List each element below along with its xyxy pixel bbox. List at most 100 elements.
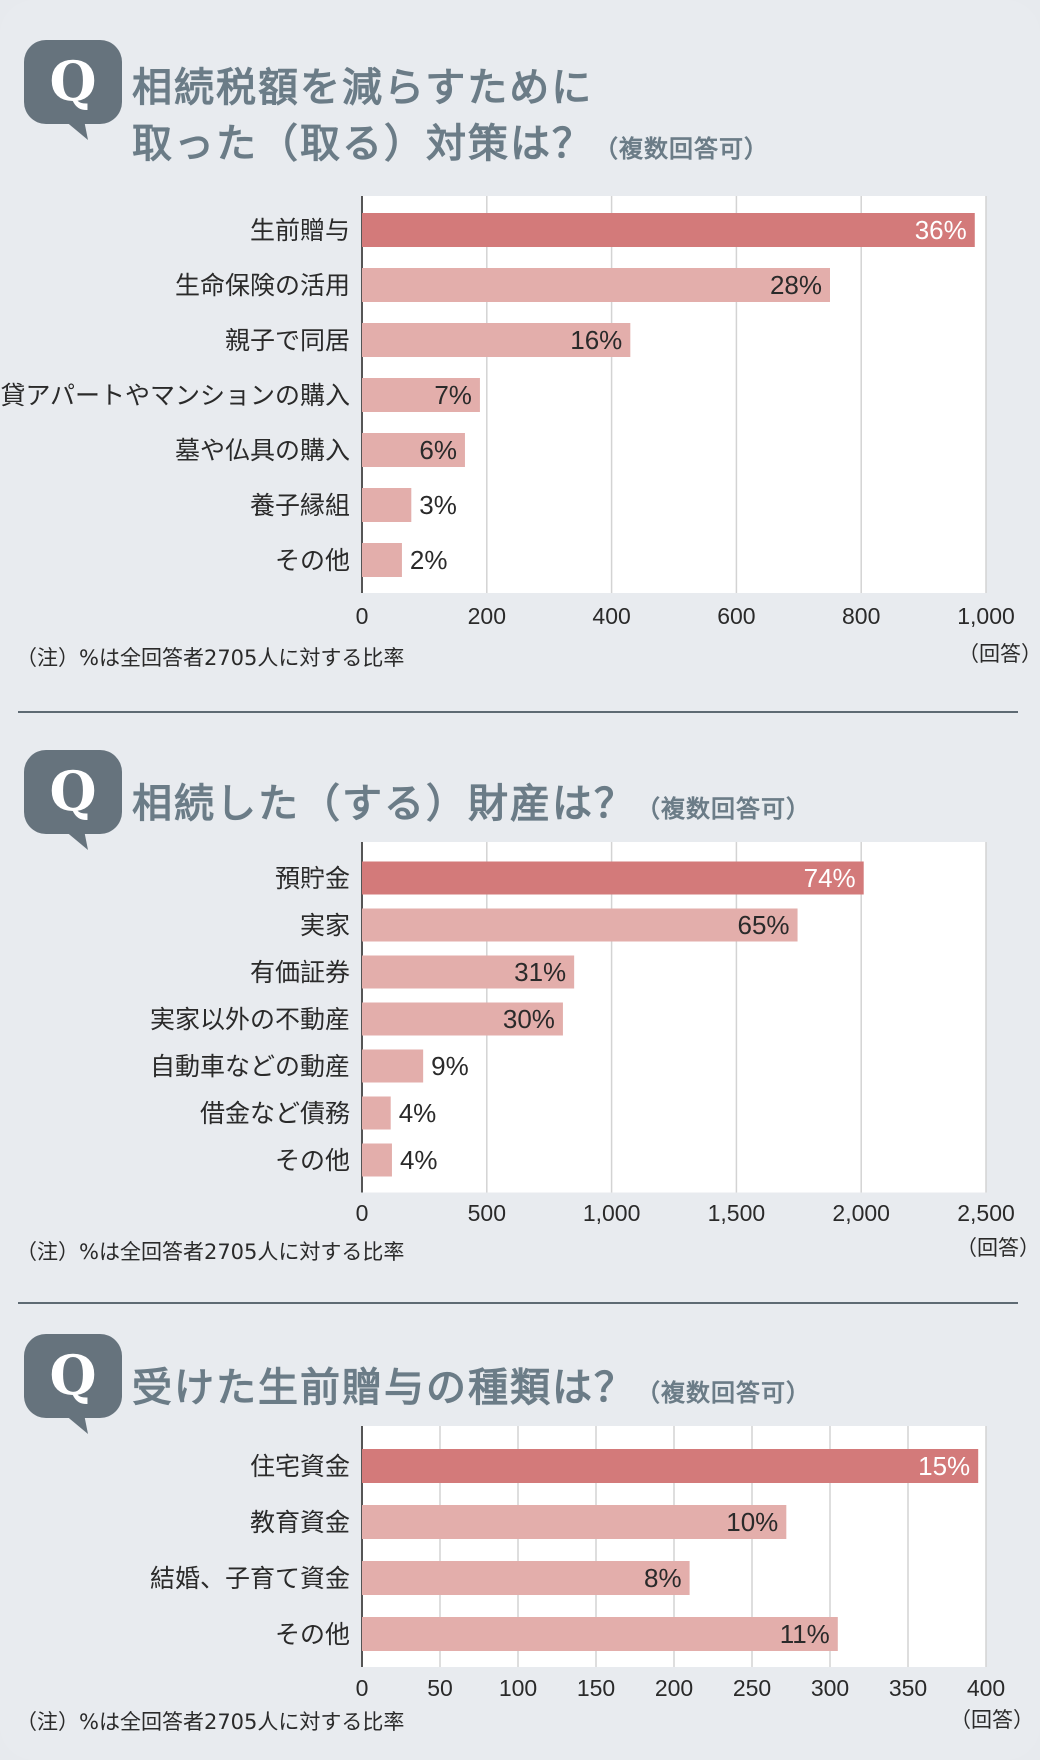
title-line-1: 相続した（する）財産は？（複数回答可） bbox=[132, 781, 811, 827]
x-tick-label: 250 bbox=[733, 1675, 771, 1701]
value-label: 9% bbox=[431, 1051, 469, 1081]
unit-label: （回答） bbox=[958, 642, 1040, 666]
section-divider bbox=[18, 711, 1018, 713]
value-label: 4% bbox=[400, 1145, 438, 1175]
x-tick-label: 300 bbox=[811, 1675, 849, 1701]
x-tick-label: 1,000 bbox=[583, 1200, 641, 1226]
bar bbox=[362, 268, 830, 302]
x-tick-label: 50 bbox=[427, 1675, 453, 1701]
x-tick-label: 800 bbox=[842, 603, 880, 629]
category-label: 教育資金 bbox=[250, 1508, 350, 1537]
category-label: 借金など債務 bbox=[200, 1099, 350, 1128]
x-tick-label: 0 bbox=[356, 1675, 369, 1701]
bar bbox=[362, 323, 631, 357]
category-label: その他 bbox=[275, 1146, 350, 1175]
x-tick-label: 2,000 bbox=[832, 1200, 890, 1226]
x-tick-label: 100 bbox=[499, 1675, 537, 1701]
x-tick-label: 1,500 bbox=[708, 1200, 766, 1226]
x-tick-label: 0 bbox=[356, 1200, 369, 1226]
x-tick-label: 500 bbox=[468, 1200, 506, 1226]
bar bbox=[362, 378, 480, 412]
category-label: 親子で同居 bbox=[225, 326, 350, 355]
speech-bubble-q-icon: Q bbox=[24, 40, 122, 140]
category-label: 住宅資金 bbox=[250, 1452, 350, 1481]
bar bbox=[362, 213, 975, 247]
question-title: 相続した（する）財産は？（複数回答可） bbox=[132, 776, 811, 837]
q-letter: Q bbox=[49, 49, 96, 113]
question-title: 相続税額を減らすために 取った（取る）対策は？（複数回答可） bbox=[132, 60, 769, 177]
x-tick-label: 350 bbox=[889, 1675, 927, 1701]
bar bbox=[362, 1096, 391, 1130]
category-label: 墓や仏具の購入 bbox=[175, 436, 350, 465]
q-letter: Q bbox=[49, 1343, 96, 1407]
bar bbox=[362, 955, 575, 989]
bar bbox=[362, 1449, 979, 1483]
speech-bubble-q-icon: Q bbox=[24, 1334, 122, 1434]
bar bbox=[362, 1617, 838, 1651]
bar bbox=[362, 1002, 563, 1036]
bar bbox=[362, 488, 412, 522]
bar bbox=[362, 1143, 392, 1177]
speech-bubble-q-icon: Q bbox=[24, 750, 122, 850]
footnote: （注）%は全回答者2705人に対する比率 bbox=[16, 1240, 405, 1264]
bar bbox=[362, 543, 402, 577]
value-label: 74% bbox=[804, 863, 856, 893]
x-tick-label: 400 bbox=[592, 603, 630, 629]
bar bbox=[362, 433, 465, 467]
q-letter: Q bbox=[49, 759, 96, 823]
x-tick-label: 2,500 bbox=[957, 1200, 1015, 1226]
value-label: 15% bbox=[918, 1451, 970, 1481]
footnote: （注）%は全回答者2705人に対する比率 bbox=[16, 1710, 405, 1734]
bar bbox=[362, 908, 798, 942]
category-label: 養子縁組 bbox=[250, 491, 350, 520]
bar bbox=[362, 1561, 690, 1595]
title-line-1: 受けた生前贈与の種類は？（複数回答可） bbox=[132, 1365, 811, 1411]
bar-chart-gift-types: 0 50 100 150 200 250 300 350 400 住宅資金 15% 教育資金 10% 結婚… bbox=[150, 1426, 1005, 1701]
x-tick-label: 200 bbox=[655, 1675, 693, 1701]
title-line-1: 相続税額を減らすために bbox=[132, 65, 594, 111]
title-note: （複数回答可） bbox=[636, 1379, 811, 1407]
value-label: 10% bbox=[726, 1507, 778, 1537]
value-label: 8% bbox=[644, 1563, 682, 1593]
footnote: （注）%は全回答者2705人に対する比率 bbox=[16, 646, 405, 670]
x-tick-label: 200 bbox=[468, 603, 506, 629]
value-label: 30% bbox=[503, 1004, 555, 1034]
question-title: 受けた生前贈与の種類は？（複数回答可） bbox=[132, 1360, 811, 1421]
value-label: 11% bbox=[780, 1619, 830, 1649]
x-tick-label: 400 bbox=[967, 1675, 1005, 1701]
category-label: その他 bbox=[275, 546, 350, 575]
category-label: 自動車などの動産 bbox=[150, 1052, 350, 1081]
title-note: （複数回答可） bbox=[594, 135, 769, 163]
x-tick-label: 150 bbox=[577, 1675, 615, 1701]
category-label: 実家 bbox=[300, 911, 350, 940]
x-tick-label: 600 bbox=[717, 603, 755, 629]
category-label: 生命保険の活用 bbox=[175, 271, 350, 300]
value-label: 3% bbox=[419, 490, 457, 520]
section-divider bbox=[18, 1302, 1018, 1304]
bar bbox=[362, 861, 864, 895]
unit-label: （回答） bbox=[950, 1708, 1034, 1732]
bar-chart-assets: 0 500 1,000 1,500 2,000 2,500 預貯金 74% 実家 65% 有価証券 3… bbox=[150, 842, 1015, 1226]
category-label: 生前贈与 bbox=[250, 216, 350, 245]
category-label: 賃貸アパートやマンションの購入 bbox=[0, 381, 350, 410]
title-line-2: 取った（取る）対策は？（複数回答可） bbox=[132, 121, 769, 167]
value-label: 16% bbox=[570, 325, 622, 355]
bar-chart-measures: 0 200 400 600 800 1,000 生前贈与 36% 生命保険の活用 28% 親子で同居… bbox=[0, 196, 1015, 629]
bar bbox=[362, 1505, 787, 1539]
value-label: 6% bbox=[419, 435, 457, 465]
category-label: 有価証券 bbox=[250, 958, 350, 987]
value-label: 7% bbox=[434, 380, 472, 410]
category-label: 実家以外の不動産 bbox=[150, 1005, 350, 1034]
value-label: 36% bbox=[915, 215, 967, 245]
x-tick-label: 1,000 bbox=[957, 603, 1015, 629]
unit-label: （回答） bbox=[956, 1236, 1040, 1260]
bar bbox=[362, 1049, 424, 1083]
value-label: 4% bbox=[399, 1098, 437, 1128]
category-label: 結婚、子育て資金 bbox=[150, 1564, 350, 1593]
value-label: 28% bbox=[770, 270, 822, 300]
title-note: （複数回答可） bbox=[636, 795, 811, 823]
value-label: 2% bbox=[410, 545, 448, 575]
value-label: 65% bbox=[738, 910, 790, 940]
category-label: その他 bbox=[275, 1620, 350, 1649]
